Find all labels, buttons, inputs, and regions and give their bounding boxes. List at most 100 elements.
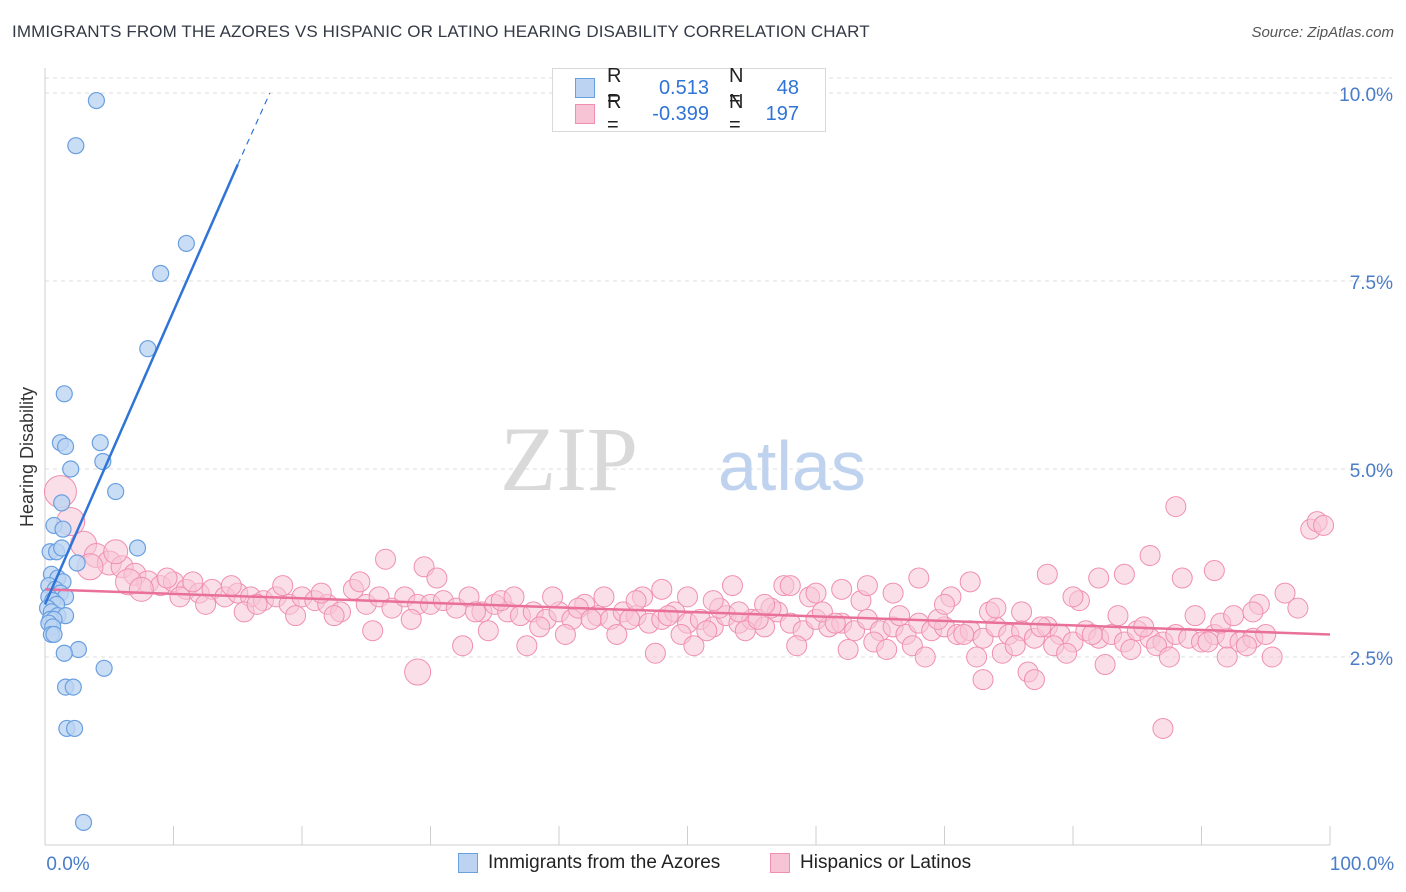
- data-point-hispanics: [1030, 616, 1052, 638]
- data-point-azores: [53, 494, 71, 512]
- data-point-hispanics: [580, 608, 602, 630]
- watermark-atlas: atlas: [718, 427, 866, 505]
- legend-row-hispanics: R = -0.399 N = 197: [575, 91, 799, 136]
- trend-line-hispanics: [44, 588, 1331, 636]
- data-point-hispanics: [985, 597, 1007, 619]
- data-point-hispanics: [889, 605, 911, 627]
- legend-n-label: N =: [729, 91, 744, 136]
- data-point-hispanics: [156, 567, 178, 589]
- data-point-hispanics: [1062, 586, 1084, 608]
- data-point-hispanics: [754, 593, 776, 615]
- data-point-hispanics: [1004, 635, 1026, 657]
- data-point-azores: [128, 539, 147, 557]
- data-point-hispanics: [477, 620, 499, 642]
- legend-row-azores: R = 0.513 N = 48: [575, 65, 799, 110]
- data-point-hispanics: [1223, 605, 1245, 627]
- data-point-hispanics: [1152, 717, 1174, 739]
- data-point-hispanics: [195, 593, 217, 615]
- data-point-azores: [107, 482, 125, 501]
- gridlines: [45, 77, 1392, 658]
- data-point-hispanics: [246, 593, 268, 615]
- legend-swatch-hispanics: [770, 853, 790, 873]
- data-point-azores: [55, 385, 73, 403]
- data-point-hispanics: [1216, 646, 1238, 668]
- legend-swatch-azores: [575, 78, 595, 98]
- data-point-hispanics: [362, 620, 384, 642]
- data-point-hispanics: [683, 635, 705, 657]
- data-point-azores: [67, 137, 85, 155]
- data-point-hispanics: [182, 571, 204, 593]
- data-point-hispanics: [721, 575, 743, 597]
- y-tick-label: 7.5%: [1350, 273, 1393, 294]
- data-point-hispanics: [1197, 631, 1219, 653]
- data-point-hispanics: [503, 586, 525, 608]
- data-point-hispanics: [696, 620, 718, 642]
- data-point-hispanics: [1081, 623, 1103, 645]
- data-point-hispanics: [452, 635, 474, 657]
- data-point-hispanics: [914, 646, 936, 668]
- legend-label-azores: Immigrants from the Azores: [488, 852, 721, 873]
- data-point-azores: [87, 91, 106, 110]
- data-point-hispanics: [1287, 597, 1309, 619]
- data-point-hispanics: [1120, 638, 1142, 660]
- data-point-hispanics: [1023, 669, 1045, 691]
- y-tick-label: 2.5%: [1350, 649, 1393, 670]
- data-point-hispanics: [103, 539, 129, 565]
- chart-title: IMMIGRANTS FROM THE AZORES VS HISPANIC O…: [12, 22, 870, 41]
- series-azores-points: [38, 91, 195, 832]
- data-point-hispanics: [908, 567, 930, 589]
- data-point-hispanics: [375, 548, 397, 570]
- data-point-hispanics: [1255, 623, 1277, 645]
- data-point-azores: [54, 520, 72, 538]
- data-point-azores: [64, 678, 82, 696]
- data-point-hispanics: [464, 601, 486, 623]
- data-point-azores: [177, 234, 195, 253]
- legend-item-hispanics: Hispanics or Latinos: [770, 852, 971, 874]
- legend-r-label: R =: [607, 65, 622, 110]
- data-point-hispanics: [1203, 560, 1225, 582]
- legend-r-label: R =: [607, 91, 622, 136]
- watermark-zip: ZIP: [500, 408, 638, 510]
- data-point-hispanics: [966, 646, 988, 668]
- data-point-hispanics: [657, 605, 679, 627]
- series-legend: Immigrants from the Azores Hispanics or …: [0, 852, 1406, 878]
- axes: [44, 68, 1331, 846]
- data-point-hispanics: [606, 623, 628, 645]
- data-point-azores: [62, 460, 80, 478]
- data-point-hispanics: [1165, 496, 1187, 518]
- data-point-hispanics: [856, 575, 878, 597]
- data-point-hispanics: [1242, 601, 1264, 623]
- data-point-hispanics: [1113, 563, 1135, 585]
- data-point-hispanics: [1235, 635, 1257, 657]
- data-point-hispanics: [323, 605, 345, 627]
- trend-lines: [43, 92, 1331, 636]
- trend-line-azores-extension: [237, 92, 271, 165]
- data-point-hispanics: [1036, 563, 1058, 585]
- data-point-hispanics: [554, 623, 576, 645]
- data-point-hispanics: [128, 576, 154, 602]
- data-point-hispanics: [786, 635, 808, 657]
- data-point-hispanics: [876, 638, 898, 660]
- legend-item-azores: Immigrants from the Azores: [458, 852, 720, 874]
- data-point-hispanics: [1107, 605, 1129, 627]
- data-point-azores: [95, 659, 113, 677]
- legend-swatch-azores: [458, 853, 478, 873]
- x-tick-label: 0.0%: [46, 854, 89, 875]
- watermark: ZIP atlas: [500, 408, 866, 510]
- legend-r-value: -0.399: [652, 102, 709, 125]
- data-point-hispanics: [516, 635, 538, 657]
- data-point-hispanics: [1094, 654, 1116, 676]
- data-point-hispanics: [272, 575, 294, 597]
- data-point-hispanics: [593, 586, 615, 608]
- data-point-hispanics: [677, 586, 698, 608]
- data-point-hispanics: [426, 567, 448, 589]
- source-label: Source: ZipAtlas.com: [1251, 24, 1394, 41]
- data-point-hispanics: [619, 608, 641, 630]
- data-point-hispanics: [831, 578, 853, 600]
- data-point-azores: [55, 644, 73, 662]
- data-point-hispanics: [882, 582, 904, 604]
- data-point-hispanics: [837, 638, 859, 660]
- data-point-hispanics: [1088, 567, 1110, 589]
- data-point-hispanics: [779, 575, 801, 597]
